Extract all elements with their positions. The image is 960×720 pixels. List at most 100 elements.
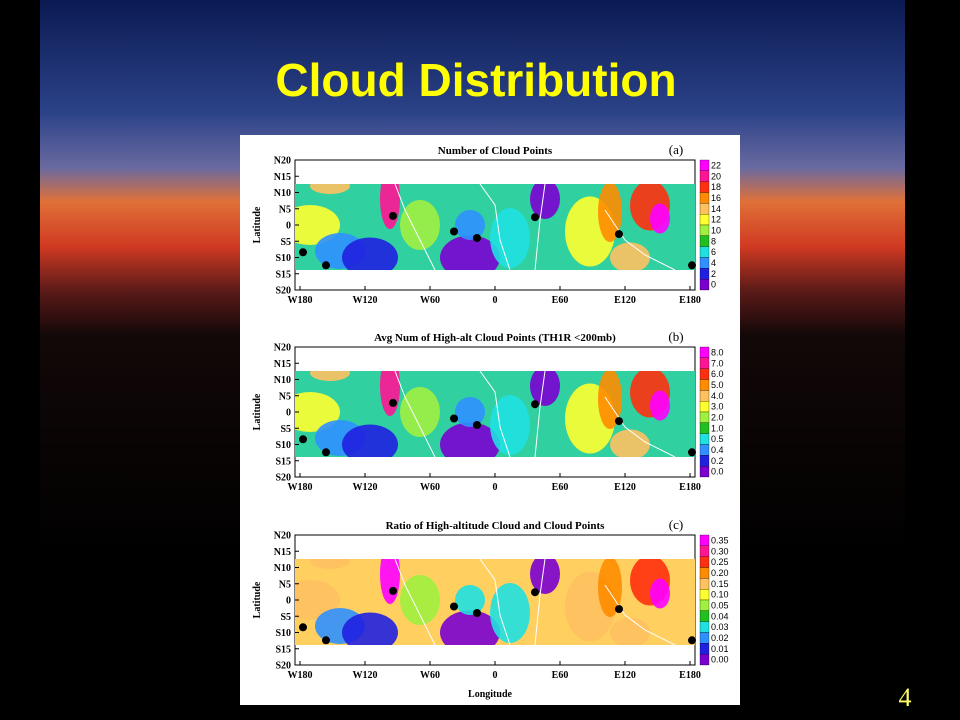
contour-region [310,559,350,569]
colorbar-label: 1.0 [711,423,724,433]
x-tick-label: E180 [679,482,701,493]
station-dot [688,261,696,270]
panel-tag: (a) [669,142,683,157]
panel-tag: (b) [668,329,683,344]
station-dot [473,609,481,617]
y-tick-label: S15 [275,269,291,280]
x-tick-label: W60 [420,670,440,681]
contour-region [598,371,622,429]
x-axis-label: Longitude [468,689,512,700]
y-tick-label: S5 [280,612,291,623]
y-tick-label: S20 [275,473,291,484]
x-tick-label: W60 [420,295,440,306]
colorbar-label: 7.0 [711,358,724,368]
panel-title: Number of Cloud Points [438,145,553,157]
x-tick-label: 0 [493,295,498,306]
coastline [479,371,511,457]
colorbar-label: 6 [711,247,716,257]
colorbar-swatch [699,466,710,478]
coastline [534,184,546,270]
x-tick-label: E180 [679,670,701,681]
colorbar-label: 2 [711,269,716,279]
map-panel: Avg Num of High-alt Cloud Points (TH1R <… [252,329,724,493]
y-tick-label: S15 [275,456,291,467]
contour-region [310,371,350,381]
y-tick-label: N20 [274,343,291,354]
slide-title: Cloud Distribution [275,54,676,106]
contour-region [455,210,485,240]
y-tick-label: N15 [274,547,291,558]
station-dot [389,398,397,407]
contour-region [530,371,560,406]
contour-region [400,387,440,437]
contour-region [490,208,530,268]
y-tick-label: N10 [274,188,291,199]
x-tick-label: 0 [493,670,498,681]
station-dot [688,636,696,645]
colorbar-swatch [699,214,710,226]
colorbar-swatch [699,610,710,622]
station-dot [450,414,458,423]
colorbar-label: 0.25 [711,557,729,567]
y-tick-label: 0 [286,408,291,419]
colorbar-swatch [699,578,710,590]
colorbar-label: 4 [711,258,716,268]
colorbar-label: 12 [711,215,721,225]
colorbar-swatch [699,444,710,456]
y-tick-label: N10 [274,375,291,386]
colorbar-swatch [699,643,710,655]
station-dot [389,211,397,220]
colorbar-swatch [699,170,710,182]
y-tick-label: N20 [274,531,291,542]
colorbar-swatch [699,422,710,434]
colorbar-swatch [699,556,710,568]
colorbar-swatch [699,599,710,611]
y-tick-label: S10 [275,440,291,451]
y-tick-label: N15 [274,172,291,183]
contour-region [440,235,500,270]
colorbar-swatch [699,357,710,369]
colorbar-label: 0.30 [711,546,729,556]
coastline [394,371,436,457]
x-tick-label: E60 [552,295,569,306]
y-tick-label: S10 [275,628,291,639]
colorbar-swatch [699,192,710,204]
contour-region [440,610,500,645]
station-dot [299,435,307,444]
colorbar-swatch [699,411,710,423]
colorbar-label: 0.02 [711,633,729,643]
colorbar-swatch [699,224,710,236]
contour-region [598,559,622,617]
contour-region [650,203,670,234]
colorbar-label: 0.35 [711,535,729,545]
contour-field [295,371,695,457]
colorbar-swatch [699,390,710,402]
x-tick-label: E120 [614,295,636,306]
station-dot [322,261,330,270]
colorbar-label: 0.01 [711,644,729,654]
colorbar-swatch [699,268,710,280]
contour-region [530,559,560,594]
x-tick-label: E120 [614,482,636,493]
x-tick-label: W180 [288,482,313,493]
y-tick-label: S5 [280,424,291,435]
station-dot [389,586,397,595]
colorbar-swatch [699,534,710,546]
y-tick-label: S15 [275,644,291,655]
colorbar-label: 0.20 [711,568,729,578]
colorbar-swatch [699,246,710,258]
y-tick-label: 0 [286,596,291,607]
station-dot [473,421,481,429]
y-tick-label: N20 [274,156,291,167]
colorbar-label: 0.10 [711,590,729,600]
coastline [479,184,511,270]
colorbar-swatch [699,257,710,269]
y-tick-label: N5 [279,391,291,402]
x-tick-label: E60 [552,482,569,493]
x-tick-label: E180 [679,295,701,306]
x-tick-label: E120 [614,670,636,681]
contour-region [598,184,622,242]
colorbar-label: 2.0 [711,412,724,422]
station-dot [531,588,539,597]
colorbar-swatch [699,621,710,633]
